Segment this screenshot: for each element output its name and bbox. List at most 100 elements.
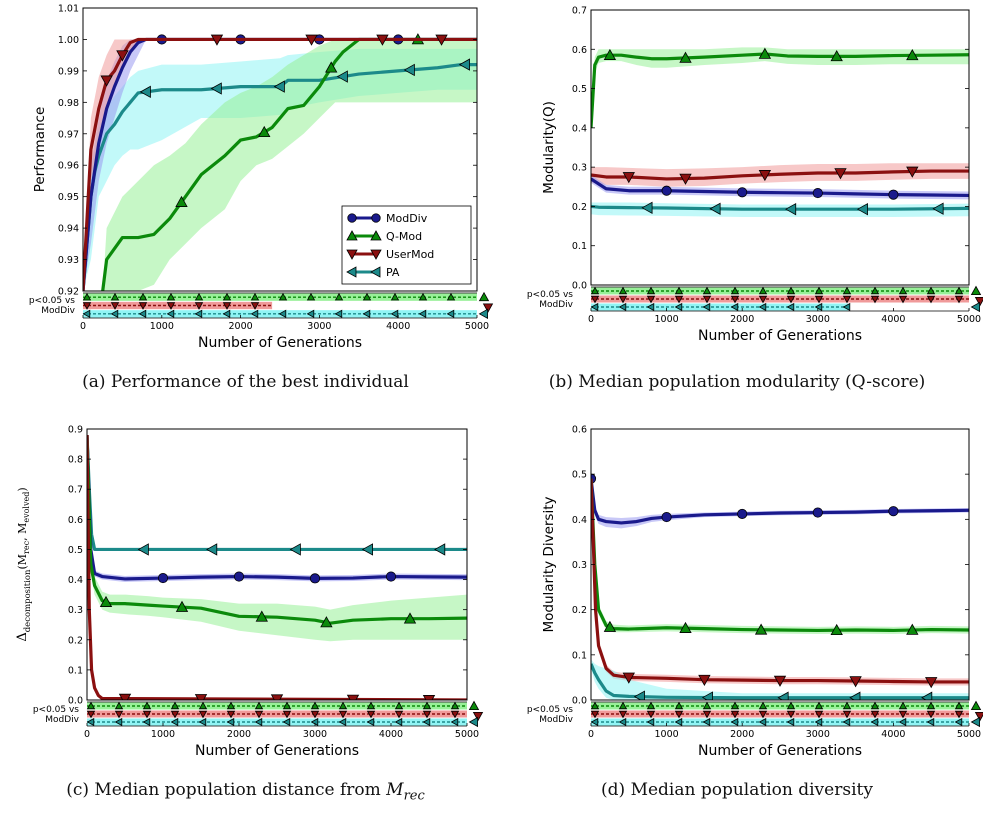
- y-tick-label: 0.4: [572, 515, 587, 526]
- legend-marker-PA: [370, 266, 381, 278]
- y-tick-label: 1.00: [58, 35, 79, 46]
- marker-PA: [403, 63, 415, 77]
- marker-PA: [206, 543, 218, 556]
- sig-marker-Q-Mod: [758, 286, 768, 295]
- sig-label: p<0.05 vs: [33, 705, 79, 715]
- sig-marker-Q-Mod: [842, 701, 852, 710]
- sig-marker-UserMod: [814, 710, 824, 719]
- sig-marker-UserMod: [730, 710, 740, 719]
- y-tick-label: 0.3: [68, 605, 83, 616]
- line-Q-Mod: [591, 52, 969, 128]
- sig-marker-UserMod: [166, 302, 176, 310]
- line-Q-Mod: [591, 478, 969, 633]
- sig-marker-UserMod: [590, 710, 600, 719]
- marker-Q-Mod: [679, 621, 692, 633]
- sig-marker-Q-Mod: [306, 292, 316, 301]
- sig-marker-Q-Mod: [590, 286, 600, 295]
- y-tick-label: 0.0: [572, 281, 587, 292]
- line-PA: [83, 62, 477, 291]
- sig-marker-Q-Mod: [674, 286, 684, 295]
- marker-Q-Mod: [258, 125, 271, 138]
- sig-row-Q-Mod: [591, 287, 969, 295]
- x-tick-label: 4000: [881, 314, 905, 325]
- marker-ModDiv: [309, 573, 321, 584]
- y-tick-label: 0.0: [68, 696, 83, 707]
- chart-c: 0.0 0.1 0.2 0.3 0.4 0.5 0.6 0.7 0.8 0.9 p<0.05 vsM…: [15, 425, 484, 759]
- x-tick-label: 1000: [655, 314, 679, 325]
- series-UserMod: [83, 34, 477, 291]
- x-tick-label: 5000: [455, 729, 479, 740]
- sig-marker-UserMod: [250, 302, 260, 310]
- legend-label-UserMod: UserMod: [386, 248, 434, 261]
- sig-label: ModDiv: [539, 715, 573, 725]
- sig-marker-PA: [194, 309, 203, 319]
- y-tick-label: 0.1: [68, 665, 83, 676]
- marker-UserMod: [849, 676, 862, 688]
- marker-ModDiv: [385, 571, 397, 582]
- marker-ModDiv: [812, 507, 823, 518]
- sig-marker-UserMod: [954, 295, 964, 304]
- marker-UserMod: [346, 694, 360, 700]
- sig-row-PA: [591, 303, 849, 311]
- y-tick-label: 0.6: [68, 515, 83, 526]
- sig-marker-PA: [646, 717, 655, 727]
- marker-Q-Mod: [906, 623, 919, 635]
- sig-marker-UserMod: [842, 295, 852, 304]
- sig-end-UserMod: [482, 303, 494, 313]
- sig-marker-UserMod: [674, 295, 684, 304]
- legend-label-Q-Mod: Q-Mod: [386, 230, 422, 243]
- sig-marker-Q-Mod: [222, 292, 232, 301]
- y-tick-label: 0.9: [68, 425, 83, 436]
- x-tick-label: 5000: [957, 314, 981, 325]
- sig-marker-UserMod: [170, 710, 180, 719]
- line-PA: [591, 204, 969, 211]
- sig-marker-UserMod: [142, 710, 152, 719]
- sig-row-Q-Mod: [591, 702, 969, 710]
- y-tick-label: 0.94: [58, 224, 79, 235]
- marker-ModDiv: [888, 189, 899, 200]
- sig-end-PA: [468, 716, 478, 728]
- sig-row-UserMod: [83, 301, 273, 310]
- series-Q-Mod: [87, 434, 467, 628]
- sig-marker-PA: [222, 309, 231, 319]
- sig-marker-UserMod: [842, 710, 852, 719]
- line-ModDiv: [591, 478, 969, 525]
- sig-marker-Q-Mod: [142, 701, 152, 710]
- y-tick-label: 0.97: [58, 129, 79, 140]
- chart-a: 0.92 0.93 0.94 0.95 0.96 0.97 0.98 0.99 1.00 1.01…: [29, 4, 494, 351]
- y-tick-label: 0.5: [572, 470, 587, 481]
- y-tick-label: 0.3: [572, 560, 587, 571]
- series-ModDiv: [591, 177, 969, 200]
- sig-marker-Q-Mod: [730, 286, 740, 295]
- sig-marker-Q-Mod: [618, 701, 628, 710]
- y-axis-label-part: ): [16, 487, 29, 491]
- sig-marker-UserMod: [702, 295, 712, 304]
- x-axis-label: Number of Generations: [698, 328, 862, 344]
- sig-marker-Q-Mod: [226, 701, 236, 710]
- sig-marker-PA: [278, 309, 287, 319]
- marker-Q-Mod: [320, 616, 333, 628]
- caption-c: (c) Median population distance from Mrec: [0, 780, 491, 803]
- sig-marker-PA: [590, 302, 599, 312]
- sig-marker-Q-Mod: [254, 701, 264, 710]
- sig-marker-UserMod: [222, 302, 232, 310]
- sig-marker-PA: [730, 302, 739, 312]
- x-tick-label: 3000: [303, 729, 327, 740]
- sig-marker-UserMod: [646, 710, 656, 719]
- sig-marker-Q-Mod: [814, 701, 824, 710]
- sig-marker-Q-Mod: [786, 286, 796, 295]
- sig-marker-UserMod: [898, 710, 908, 719]
- sig-end-PA: [970, 301, 980, 313]
- sig-marker-UserMod: [758, 295, 768, 304]
- sig-marker-Q-Mod: [110, 292, 120, 301]
- marker-ModDiv: [661, 185, 672, 196]
- marker-PA: [709, 202, 721, 215]
- x-tick-label: 1000: [655, 729, 679, 740]
- marker-PA: [289, 543, 301, 556]
- sig-marker-PA: [334, 309, 343, 319]
- sig-marker-UserMod: [282, 710, 292, 719]
- sig-end-UserMod: [974, 712, 983, 722]
- sig-marker-Q-Mod: [898, 701, 908, 710]
- x-tick-label: 3000: [806, 314, 830, 325]
- sig-end-PA: [478, 308, 488, 320]
